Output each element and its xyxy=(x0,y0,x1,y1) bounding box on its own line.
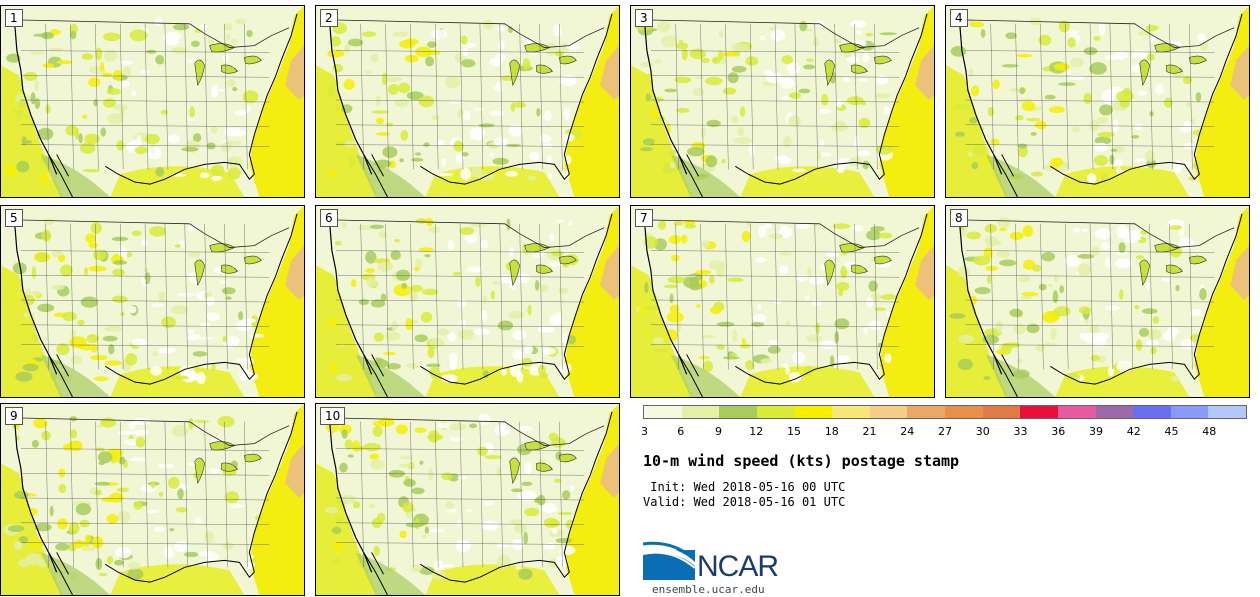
colorbar-segment xyxy=(1208,406,1246,418)
ensemble-member-map: 1 xyxy=(0,5,305,198)
colorbar-tick-label: 42 xyxy=(1126,425,1141,438)
colorbar-segment xyxy=(756,406,795,418)
wind-speed-map xyxy=(946,6,1249,197)
colorbar-tick-label: 27 xyxy=(938,425,952,438)
ensemble-member-map: 5 xyxy=(0,205,305,398)
colorbar-tick-label: 36 xyxy=(1051,425,1066,438)
ncar-logo-icon xyxy=(643,541,696,580)
member-number-label: 2 xyxy=(320,9,338,27)
wind-speed-map xyxy=(946,206,1249,397)
wind-speed-colorbar xyxy=(643,405,1247,419)
ensemble-member-map: 8 xyxy=(945,205,1250,398)
valid-time: Valid: Wed 2018-05-16 01 UTC xyxy=(643,495,846,509)
colorbar-tick-label: 24 xyxy=(900,425,915,438)
colorbar-segment xyxy=(719,406,757,418)
colorbar-segment xyxy=(907,406,945,418)
colorbar-segment xyxy=(794,406,833,418)
ensemble-member-map: 6 xyxy=(315,205,620,398)
colorbar-tick-label: 18 xyxy=(824,425,839,438)
colorbar-segment xyxy=(1133,406,1171,418)
colorbar-tick-label: 48 xyxy=(1202,425,1217,438)
wind-speed-map xyxy=(1,404,304,595)
colorbar-tick-label: 45 xyxy=(1164,425,1179,438)
colorbar-tick-label: 12 xyxy=(749,425,764,438)
colorbar-ticks: 3 6 9 12 15 18 21 24 27 30 33 36 39 42 45 48 xyxy=(641,425,1247,439)
colorbar-segment xyxy=(832,406,870,418)
colorbar-segment xyxy=(681,406,720,418)
wind-speed-map xyxy=(631,206,934,397)
colorbar-segment xyxy=(1170,406,1209,418)
ensemble-member-map: 3 xyxy=(630,5,935,198)
ensemble-member-map: 4 xyxy=(945,5,1250,198)
figure-title: 10-m wind speed (kts) postage stamp xyxy=(643,452,960,470)
colorbar-segment xyxy=(1057,406,1096,418)
member-number-label: 8 xyxy=(950,209,968,227)
site-url: ensemble.ucar.edu xyxy=(652,583,765,596)
ensemble-member-map: 10 xyxy=(315,403,620,596)
ensemble-member-map: 7 xyxy=(630,205,935,398)
colorbar-tick-label: 39 xyxy=(1089,425,1103,438)
colorbar-segment xyxy=(1095,406,1134,418)
colorbar-tick-label: 9 xyxy=(715,425,722,438)
wind-speed-map xyxy=(1,206,304,397)
member-number-label: 4 xyxy=(950,9,968,27)
member-number-label: 10 xyxy=(320,407,346,425)
ensemble-member-map: 9 xyxy=(0,403,305,596)
colorbar-tick-label: 15 xyxy=(787,425,801,438)
colorbar-tick-label: 30 xyxy=(975,425,990,438)
init-time: Init: Wed 2018-05-16 00 UTC xyxy=(643,480,846,494)
colorbar-segment xyxy=(644,406,682,418)
colorbar-segment xyxy=(945,406,983,418)
ncar-logo-text: NCAR xyxy=(697,550,779,583)
colorbar-tick-label: 6 xyxy=(677,425,685,438)
ensemble-member-map: 2 xyxy=(315,5,620,198)
wind-speed-map xyxy=(316,404,619,595)
member-number-label: 3 xyxy=(635,9,653,27)
member-number-label: 9 xyxy=(5,407,23,425)
member-number-label: 6 xyxy=(320,209,338,227)
colorbar-segment xyxy=(869,406,908,418)
colorbar-tick-label: 21 xyxy=(862,425,877,438)
member-number-label: 5 xyxy=(5,209,23,227)
colorbar-tick-label: 3 xyxy=(641,425,648,438)
wind-speed-map xyxy=(316,206,619,397)
wind-speed-map xyxy=(1,6,304,197)
wind-speed-map xyxy=(316,6,619,197)
member-number-label: 1 xyxy=(5,9,23,27)
colorbar-segment xyxy=(1020,406,1058,418)
member-number-label: 7 xyxy=(635,209,653,227)
wind-speed-map xyxy=(631,6,934,197)
colorbar-segment xyxy=(982,406,1021,418)
colorbar-tick-label: 33 xyxy=(1013,425,1028,438)
